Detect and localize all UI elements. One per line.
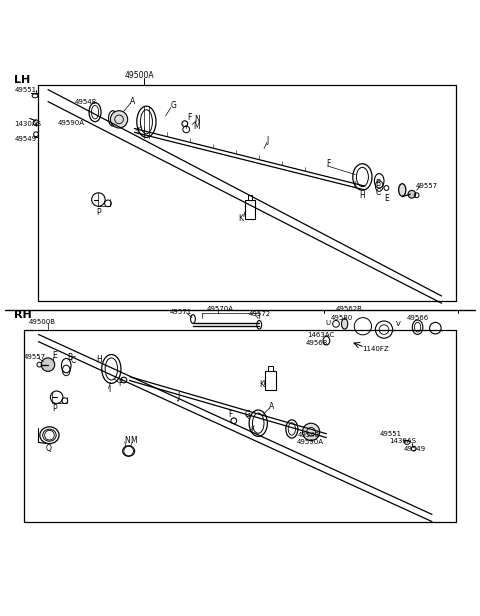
Text: M: M — [193, 121, 200, 131]
Circle shape — [302, 423, 320, 440]
Bar — [265, 371, 276, 389]
Ellipse shape — [398, 184, 406, 196]
Text: 1463AC: 1463AC — [307, 333, 335, 338]
Text: 49551: 49551 — [14, 87, 36, 92]
Text: P: P — [52, 404, 57, 413]
Text: 49570A: 49570A — [206, 306, 233, 312]
Bar — [245, 200, 255, 219]
Text: 49568: 49568 — [305, 339, 327, 346]
Text: 49500A: 49500A — [125, 71, 155, 79]
Text: M: M — [131, 436, 137, 445]
Text: 49549: 49549 — [403, 445, 425, 452]
Text: 49548: 49548 — [74, 99, 96, 105]
Text: V: V — [396, 321, 401, 327]
Text: J: J — [266, 137, 269, 145]
Text: K: K — [238, 214, 243, 223]
Text: F: F — [187, 113, 192, 123]
Text: RH: RH — [14, 310, 32, 320]
Text: 49549: 49549 — [14, 136, 36, 142]
Bar — [248, 195, 252, 200]
Text: LH: LH — [14, 75, 31, 85]
Text: 49590A: 49590A — [297, 439, 324, 445]
Text: 49548: 49548 — [298, 432, 320, 438]
Circle shape — [41, 358, 55, 371]
Text: 49580: 49580 — [330, 315, 352, 320]
Text: 49557: 49557 — [415, 182, 437, 188]
Text: I: I — [136, 127, 138, 136]
Text: 49557: 49557 — [24, 354, 46, 360]
Text: G: G — [245, 410, 251, 419]
Text: N: N — [194, 115, 200, 124]
Text: A: A — [269, 402, 274, 411]
Text: 49566: 49566 — [407, 315, 429, 320]
Text: 1430AS: 1430AS — [389, 439, 416, 444]
Text: H: H — [359, 191, 365, 200]
Text: 49590A: 49590A — [58, 120, 84, 126]
Text: F: F — [119, 379, 123, 388]
Text: H: H — [96, 355, 102, 364]
Text: 49551: 49551 — [379, 431, 401, 437]
Text: B: B — [67, 354, 72, 362]
Text: E: E — [384, 194, 389, 203]
Text: P: P — [96, 208, 101, 217]
Circle shape — [110, 111, 128, 128]
Text: F: F — [228, 410, 232, 419]
Text: 49572: 49572 — [249, 310, 271, 317]
Text: I: I — [353, 180, 356, 190]
Ellipse shape — [341, 318, 348, 329]
Text: 49571: 49571 — [169, 309, 192, 315]
Text: A: A — [130, 97, 135, 106]
Text: 1430AS: 1430AS — [14, 121, 41, 127]
Text: I: I — [251, 426, 253, 436]
Text: E: E — [52, 352, 57, 360]
Text: Q: Q — [46, 444, 51, 453]
Text: C: C — [375, 188, 381, 197]
Text: B: B — [375, 179, 381, 188]
Text: J: J — [178, 392, 180, 401]
Text: G: G — [170, 101, 176, 110]
Text: 1140FZ: 1140FZ — [362, 346, 389, 352]
Text: C: C — [71, 356, 76, 365]
Text: 49562B: 49562B — [336, 306, 363, 312]
Text: 49500B: 49500B — [29, 320, 56, 325]
Text: U: U — [325, 320, 331, 326]
Text: K: K — [259, 380, 264, 389]
Bar — [268, 366, 273, 371]
Text: N: N — [124, 436, 130, 445]
Text: I: I — [108, 385, 110, 394]
Text: F: F — [326, 160, 331, 169]
Circle shape — [408, 190, 416, 198]
